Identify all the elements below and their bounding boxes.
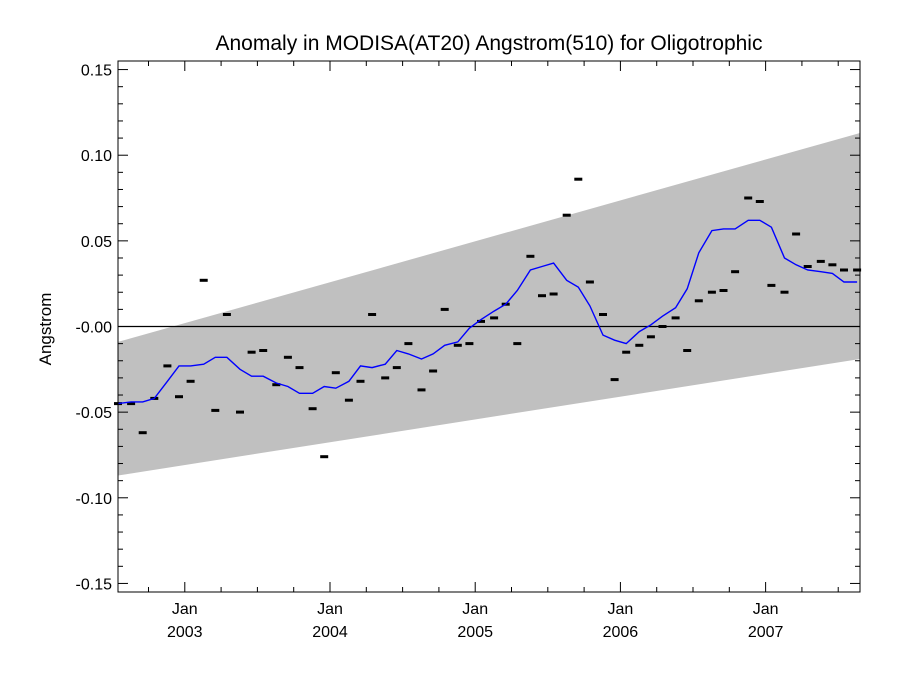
data-marker bbox=[707, 290, 716, 294]
data-marker bbox=[767, 283, 776, 287]
data-marker bbox=[683, 349, 692, 352]
data-marker bbox=[211, 408, 220, 412]
data-marker bbox=[719, 289, 728, 292]
x-tick-label-year: 2006 bbox=[603, 624, 639, 641]
series-line-smoothed bbox=[117, 219, 858, 405]
data-marker bbox=[138, 431, 147, 435]
data-marker bbox=[163, 364, 172, 368]
data-marker bbox=[236, 410, 244, 414]
data-marker bbox=[803, 265, 812, 268]
data-marker bbox=[259, 349, 268, 352]
chart-title: Anomaly in MODISA(AT20) Angstrom(510) fo… bbox=[216, 32, 763, 55]
data-marker bbox=[272, 383, 281, 387]
y-tick-label: 0.10 bbox=[81, 148, 112, 165]
y-tick-label: 0.15 bbox=[81, 63, 112, 80]
data-marker bbox=[392, 366, 401, 370]
data-marker bbox=[186, 379, 195, 383]
data-marker bbox=[610, 378, 619, 382]
data-marker bbox=[622, 350, 631, 354]
data-marker bbox=[840, 268, 848, 272]
data-marker bbox=[635, 343, 644, 347]
x-tick-label-month: Jan bbox=[317, 601, 343, 618]
data-marker bbox=[320, 455, 329, 459]
data-marker bbox=[368, 313, 377, 316]
data-marker bbox=[175, 395, 183, 399]
data-marker bbox=[222, 313, 231, 316]
data-marker bbox=[295, 366, 304, 370]
data-marker bbox=[381, 376, 390, 380]
data-marker bbox=[816, 259, 825, 263]
data-marker bbox=[127, 402, 136, 406]
data-marker bbox=[658, 325, 667, 328]
data-marker bbox=[549, 292, 558, 296]
data-marker bbox=[247, 350, 256, 354]
data-marker bbox=[671, 316, 680, 320]
y-tick-label: -0.00 bbox=[76, 320, 113, 337]
data-marker bbox=[599, 313, 607, 316]
data-marker bbox=[465, 342, 474, 346]
data-marker bbox=[694, 299, 703, 303]
data-marker bbox=[199, 278, 208, 282]
data-marker bbox=[283, 355, 292, 359]
data-marker bbox=[744, 196, 753, 200]
data-marker bbox=[526, 254, 535, 258]
data-marker bbox=[331, 371, 340, 375]
data-marker bbox=[477, 319, 485, 323]
data-marker bbox=[453, 343, 462, 347]
data-marker bbox=[731, 270, 740, 274]
x-tick-label-month: Jan bbox=[753, 601, 779, 618]
data-marker bbox=[429, 369, 438, 373]
data-marker bbox=[490, 316, 499, 320]
data-marker bbox=[646, 335, 655, 339]
x-tick-label-year: 2003 bbox=[167, 624, 203, 641]
data-marker bbox=[853, 268, 862, 272]
data-marker bbox=[574, 177, 583, 181]
data-marker bbox=[344, 398, 353, 402]
x-tick-label-year: 2004 bbox=[312, 624, 348, 641]
x-tick-label-month: Jan bbox=[172, 601, 198, 618]
y-tick-label: -0.10 bbox=[76, 491, 113, 508]
data-marker bbox=[356, 379, 365, 383]
plot-area: 0.15 0.10 0.05 -0.00 -0.05 -0.10 -0.15 Jan 2003 J… bbox=[76, 60, 862, 641]
data-marker bbox=[417, 388, 426, 392]
data-marker bbox=[780, 290, 789, 294]
confidence-band bbox=[118, 132, 860, 476]
data-marker bbox=[755, 200, 764, 203]
y-tick-label: -0.05 bbox=[76, 405, 113, 422]
data-marker bbox=[562, 213, 571, 217]
data-marker bbox=[585, 280, 594, 284]
x-tick-label-month: Jan bbox=[608, 601, 634, 618]
data-marker bbox=[440, 307, 449, 311]
x-tick-label-year: 2007 bbox=[748, 624, 784, 641]
data-marker bbox=[538, 294, 546, 298]
y-tick-label: 0.05 bbox=[81, 234, 112, 251]
x-tick-label-year: 2005 bbox=[457, 624, 493, 641]
x-tick-label-month: Jan bbox=[462, 601, 488, 618]
data-marker bbox=[792, 232, 801, 236]
data-marker bbox=[828, 263, 837, 267]
data-marker bbox=[404, 342, 413, 346]
data-marker bbox=[513, 342, 522, 346]
data-marker bbox=[308, 407, 317, 411]
y-tick-label: -0.15 bbox=[76, 576, 113, 593]
y-axis-label: Angstrom bbox=[36, 293, 55, 366]
